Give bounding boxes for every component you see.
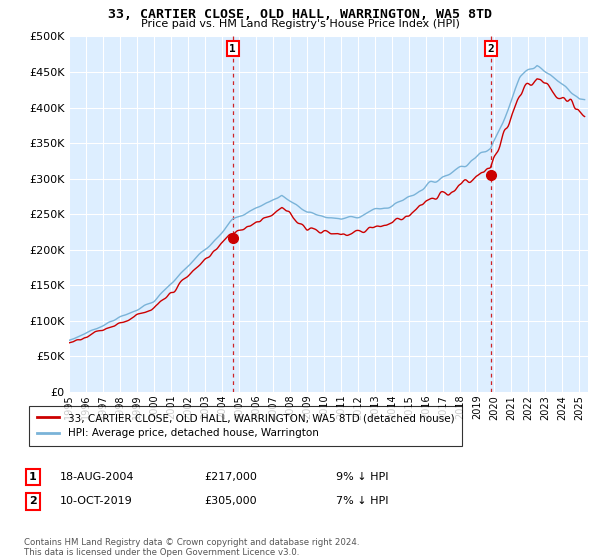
Text: 1: 1 <box>29 472 37 482</box>
Text: 7% ↓ HPI: 7% ↓ HPI <box>336 496 389 506</box>
Text: 33, CARTIER CLOSE, OLD HALL, WARRINGTON, WA5 8TD: 33, CARTIER CLOSE, OLD HALL, WARRINGTON,… <box>108 8 492 21</box>
Text: £305,000: £305,000 <box>204 496 257 506</box>
Text: 1: 1 <box>229 44 236 54</box>
Text: 18-AUG-2004: 18-AUG-2004 <box>60 472 134 482</box>
Text: Contains HM Land Registry data © Crown copyright and database right 2024.
This d: Contains HM Land Registry data © Crown c… <box>24 538 359 557</box>
Legend: 33, CARTIER CLOSE, OLD HALL, WARRINGTON, WA5 8TD (detached house), HPI: Average : 33, CARTIER CLOSE, OLD HALL, WARRINGTON,… <box>29 406 461 446</box>
Text: Price paid vs. HM Land Registry's House Price Index (HPI): Price paid vs. HM Land Registry's House … <box>140 19 460 29</box>
Text: 2: 2 <box>487 44 494 54</box>
Text: £217,000: £217,000 <box>204 472 257 482</box>
Text: 2: 2 <box>29 496 37 506</box>
Text: 10-OCT-2019: 10-OCT-2019 <box>60 496 133 506</box>
Text: 9% ↓ HPI: 9% ↓ HPI <box>336 472 389 482</box>
